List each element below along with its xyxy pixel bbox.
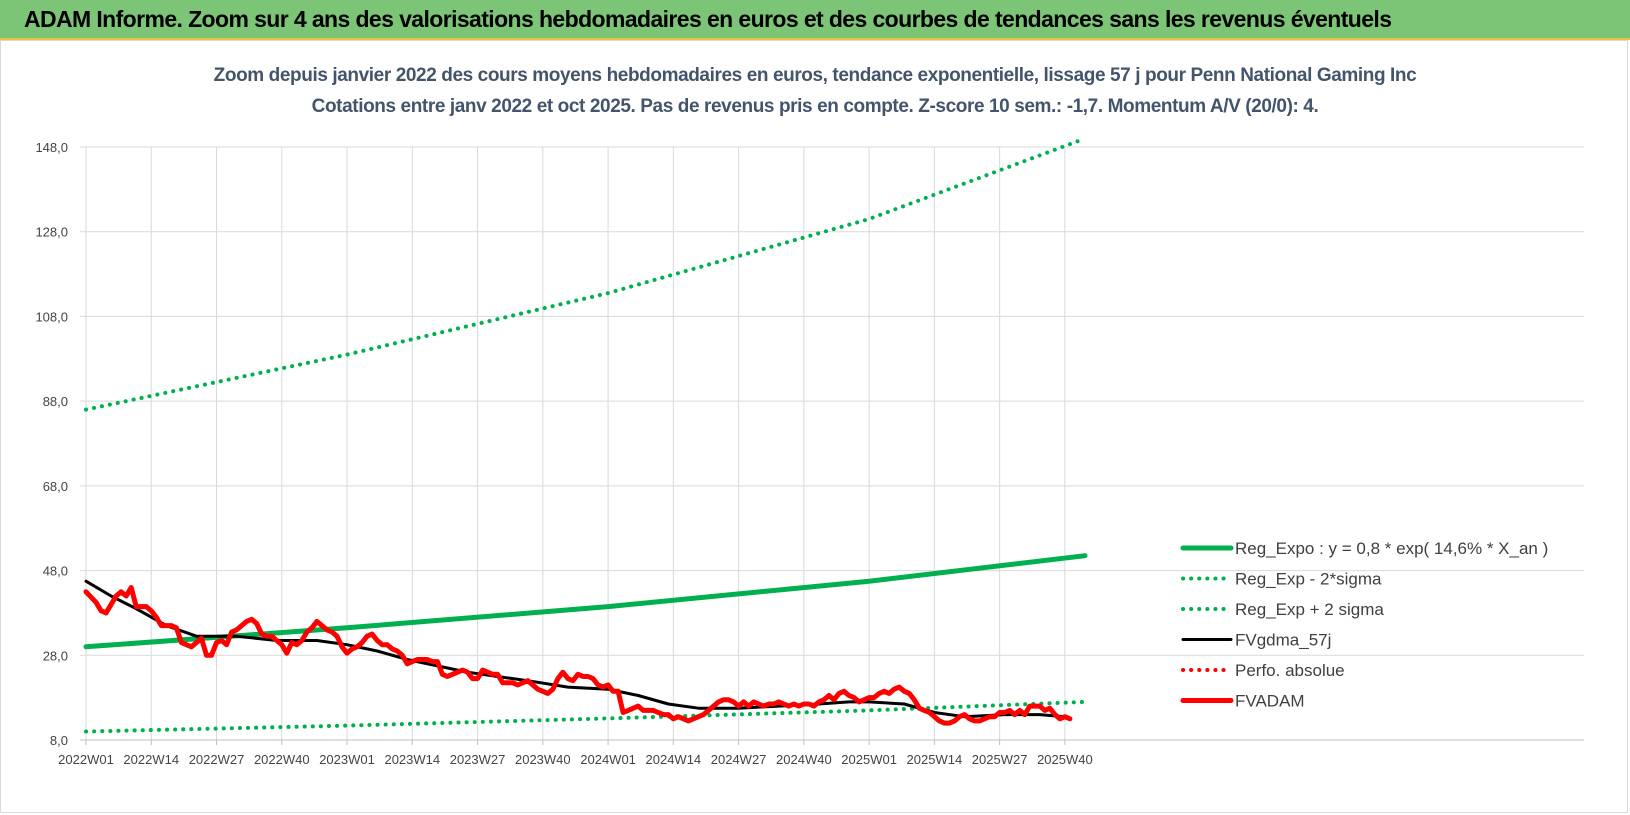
legend-label: Perfo. absolue <box>1235 661 1345 680</box>
series-line-5 <box>83 585 1073 726</box>
x-tick-label: 2024W40 <box>776 752 832 767</box>
x-tick-label: 2025W27 <box>972 752 1028 767</box>
title-banner: ADAM Informe. Zoom sur 4 ans des valoris… <box>0 0 1630 40</box>
legend-label: Reg_Expo : y = 0,8 * exp( 14,6% * X_an ) <box>1235 539 1548 558</box>
y-tick-label: 148,0 <box>35 140 68 155</box>
y-tick-label: 88,0 <box>43 394 68 409</box>
x-tick-label: 2025W14 <box>907 752 963 767</box>
x-tick-label: 2023W14 <box>384 752 440 767</box>
x-tick-label: 2024W14 <box>646 752 702 767</box>
report-title: ADAM Informe. Zoom sur 4 ans des valoris… <box>24 6 1392 32</box>
x-tick-label: 2023W27 <box>450 752 506 767</box>
x-tick-label: 2025W40 <box>1037 752 1093 767</box>
x-tick-label: 2022W01 <box>58 752 114 767</box>
x-tick-label: 2024W01 <box>580 752 636 767</box>
x-tick-label: 2023W01 <box>319 752 375 767</box>
x-tick-label: 2022W27 <box>189 752 245 767</box>
x-tick-label: 2022W14 <box>123 752 179 767</box>
legend-label: Reg_Exp - 2*sigma <box>1235 570 1382 589</box>
y-tick-label: 128,0 <box>35 225 68 240</box>
chart-title: Zoom depuis janvier 2022 des cours moyen… <box>213 65 1417 86</box>
y-tick-label: 48,0 <box>43 564 68 579</box>
legend-label: FVgdma_57j <box>1235 631 1331 650</box>
y-tick-label: 28,0 <box>43 648 68 663</box>
y-tick-label: 68,0 <box>43 479 68 494</box>
x-tick-label: 2022W40 <box>254 752 310 767</box>
legend-label: Reg_Exp + 2 sigma <box>1235 600 1384 619</box>
series-line-0 <box>83 553 1088 650</box>
chart-subtitle: Cotations entre janv 2022 et oct 2025. P… <box>311 96 1319 117</box>
x-tick-label: 2023W40 <box>515 752 571 767</box>
legend-label: FVADAM <box>1235 692 1305 711</box>
y-tick-label: 108,0 <box>35 309 68 324</box>
series-line-3 <box>84 579 1067 719</box>
series-line-2 <box>84 136 1087 412</box>
x-tick-label: 2025W01 <box>841 752 897 767</box>
x-tick-label: 2024W27 <box>711 752 767 767</box>
y-tick-label: 8,0 <box>50 733 68 748</box>
chart-frame <box>0 40 1628 813</box>
